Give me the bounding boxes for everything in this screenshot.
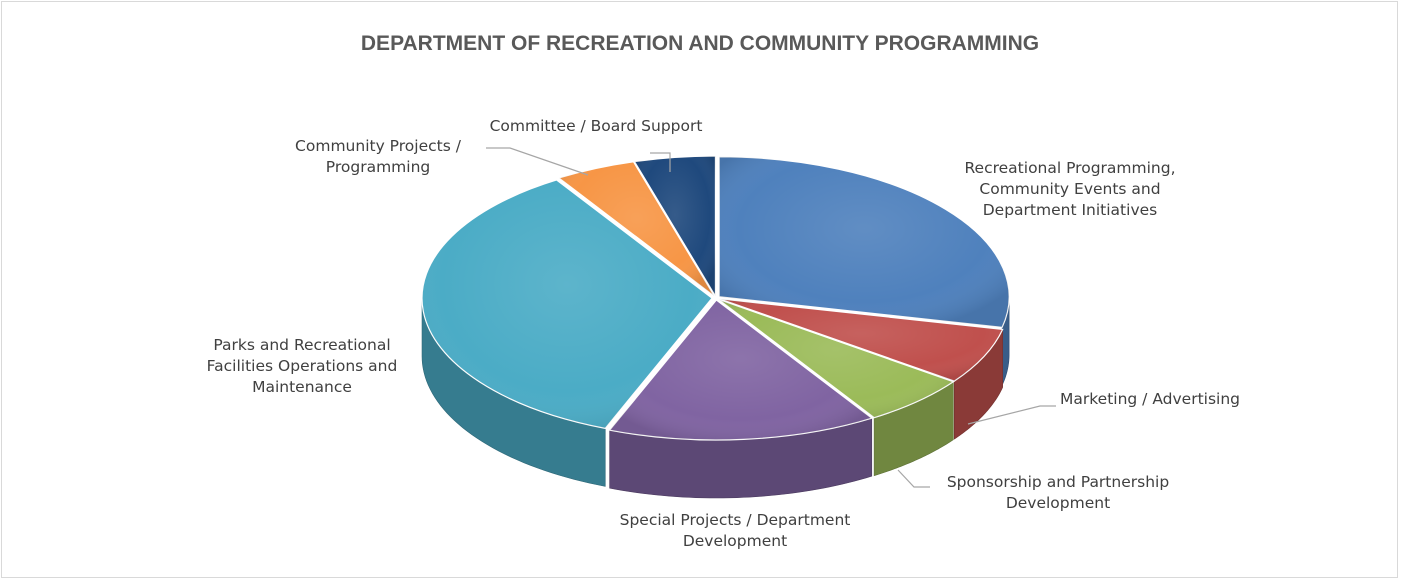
- slice-label-line: Development: [1006, 494, 1110, 512]
- slice-label: Community Projects / Programming: [295, 137, 462, 176]
- slice-label-line: Special Projects / Department: [620, 511, 851, 529]
- pie-slice-shading: [719, 298, 1003, 382]
- pie-slice-shading: [719, 156, 1010, 328]
- pie-slice-shading: [558, 161, 715, 297]
- slice-label-line: Community Projects /: [295, 137, 462, 155]
- slice-label-line: Marketing / Advertising: [1060, 390, 1240, 408]
- slice-label: Special Projects / Department Development: [620, 511, 851, 550]
- slice-label-line: Parks and Recreational: [213, 336, 390, 354]
- leader-line: [897, 469, 930, 488]
- slice-label-line: Maintenance: [252, 378, 352, 396]
- leader-line: [967, 405, 1056, 425]
- slice-label-line: Facilities Operations and: [207, 357, 398, 375]
- slice-label-line: Department Initiatives: [983, 201, 1157, 219]
- slice-label: Recreational Programming, Community Event…: [964, 159, 1175, 219]
- slice-label: Sponsorship and Partnership Development: [947, 473, 1169, 512]
- pie-slice-shading: [718, 299, 954, 418]
- chart-title: DEPARTMENT OF RECREATION AND COMMUNITY P…: [361, 32, 1039, 55]
- leader-line: [650, 152, 671, 172]
- slice-label-line: Development: [683, 532, 787, 550]
- leader-line: [486, 147, 589, 176]
- pie-slice-shading: [422, 179, 713, 429]
- slice-label: Committee / Board Support: [490, 117, 703, 135]
- slice-label-line: Recreational Programming,: [964, 159, 1175, 177]
- slice-label: Marketing / Advertising: [1060, 390, 1240, 408]
- slice-label: Parks and Recreational Facilities Operati…: [207, 336, 398, 396]
- slice-label-line: Programming: [326, 158, 430, 176]
- slice-label-line: Committee / Board Support: [490, 117, 703, 135]
- slice-label-line: Sponsorship and Partnership: [947, 473, 1169, 491]
- pie-slice-shading: [634, 156, 716, 297]
- pie-slice-shading: [609, 299, 872, 440]
- slice-label-line: Community Events and: [979, 180, 1160, 198]
